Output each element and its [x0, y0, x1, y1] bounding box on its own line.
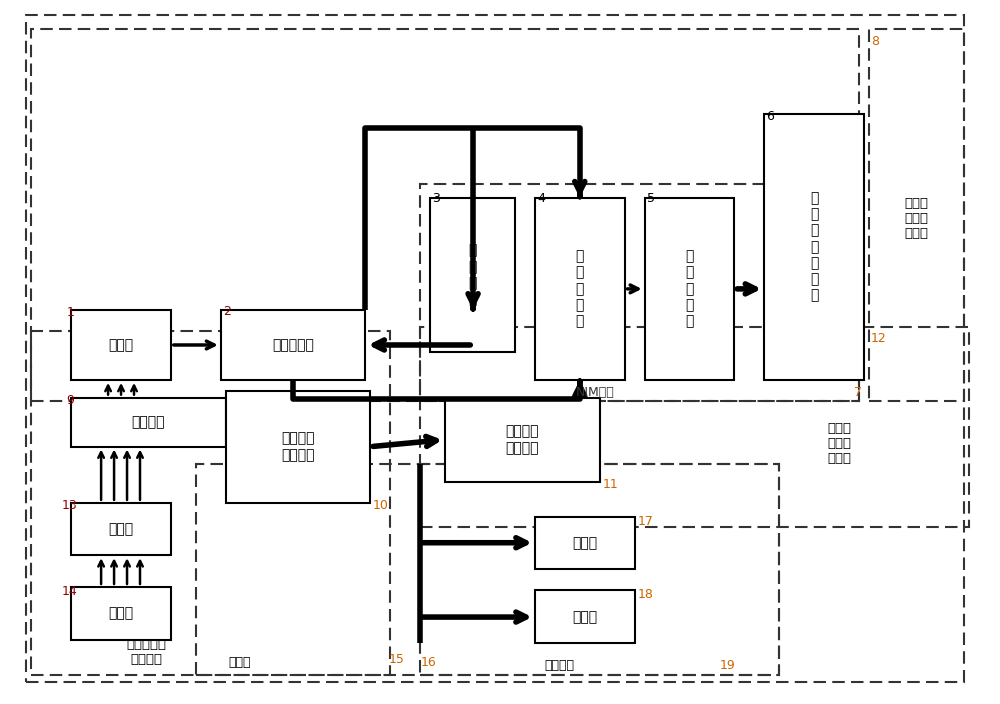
- Bar: [420, 184, 859, 401]
- Text: 18: 18: [638, 589, 653, 601]
- Text: 探测器: 探测器: [108, 338, 134, 352]
- Text: 3: 3: [432, 192, 440, 205]
- Bar: [196, 464, 779, 674]
- Bar: [420, 464, 779, 674]
- Text: 16: 16: [420, 656, 436, 669]
- Text: 9: 9: [66, 394, 74, 407]
- Bar: [226, 391, 370, 503]
- Text: 5: 5: [647, 192, 655, 205]
- Text: 位移平台
控制系统: 位移平台 控制系统: [506, 425, 539, 455]
- Bar: [445, 398, 600, 482]
- Bar: [869, 30, 964, 401]
- Text: 6: 6: [766, 110, 774, 123]
- Bar: [71, 587, 171, 639]
- Bar: [31, 331, 390, 674]
- Text: 19: 19: [719, 659, 735, 672]
- Text: 偏
压
电
源: 偏 压 电 源: [468, 244, 477, 306]
- Text: 10: 10: [372, 499, 388, 513]
- Text: 2: 2: [223, 305, 231, 318]
- Text: 真空室: 真空室: [229, 656, 251, 669]
- Text: 17: 17: [638, 515, 653, 529]
- Bar: [645, 198, 734, 380]
- Bar: [764, 113, 864, 380]
- Text: 真空计: 真空计: [572, 536, 597, 550]
- Text: 12: 12: [871, 332, 887, 346]
- Text: 线
性
放
大
器: 线 性 放 大 器: [576, 249, 584, 328]
- Bar: [535, 198, 625, 380]
- Bar: [420, 327, 969, 527]
- Text: 14: 14: [61, 585, 77, 598]
- Text: 11: 11: [603, 478, 618, 491]
- Text: 真空泵: 真空泵: [572, 610, 597, 624]
- Bar: [430, 198, 515, 352]
- Text: 15: 15: [388, 653, 404, 666]
- Text: NIM机箱: NIM机箱: [575, 386, 614, 399]
- Text: 4: 4: [537, 192, 545, 205]
- Text: 多
道
分
析
器: 多 道 分 析 器: [685, 249, 694, 328]
- Bar: [71, 310, 171, 380]
- Bar: [71, 398, 226, 446]
- Text: 放射源: 放射源: [108, 606, 134, 620]
- Text: 重带电
粒子谱
仪系统: 重带电 粒子谱 仪系统: [905, 197, 929, 240]
- Text: 计
算
机
分
析
系
统: 计 算 机 分 析 系 统: [810, 191, 818, 303]
- Text: 准直器: 准直器: [108, 522, 134, 536]
- Text: 二维扫
描及控
制系统: 二维扫 描及控 制系统: [827, 422, 851, 465]
- Text: 前置放大器: 前置放大器: [272, 338, 314, 352]
- Bar: [31, 30, 859, 401]
- Text: 8: 8: [871, 35, 879, 48]
- Text: 1: 1: [66, 306, 74, 320]
- Text: 待测薄膜: 待测薄膜: [132, 415, 165, 429]
- Text: 重带电粒子
发生系统: 重带电粒子 发生系统: [126, 638, 166, 666]
- Text: 二维电控
位移平台: 二维电控 位移平台: [281, 432, 315, 462]
- Text: 13: 13: [61, 499, 77, 513]
- Bar: [535, 517, 635, 570]
- Text: 真空系统: 真空系统: [545, 659, 575, 672]
- Text: 7: 7: [854, 386, 862, 399]
- Bar: [221, 310, 365, 380]
- Bar: [535, 591, 635, 643]
- Bar: [71, 503, 171, 555]
